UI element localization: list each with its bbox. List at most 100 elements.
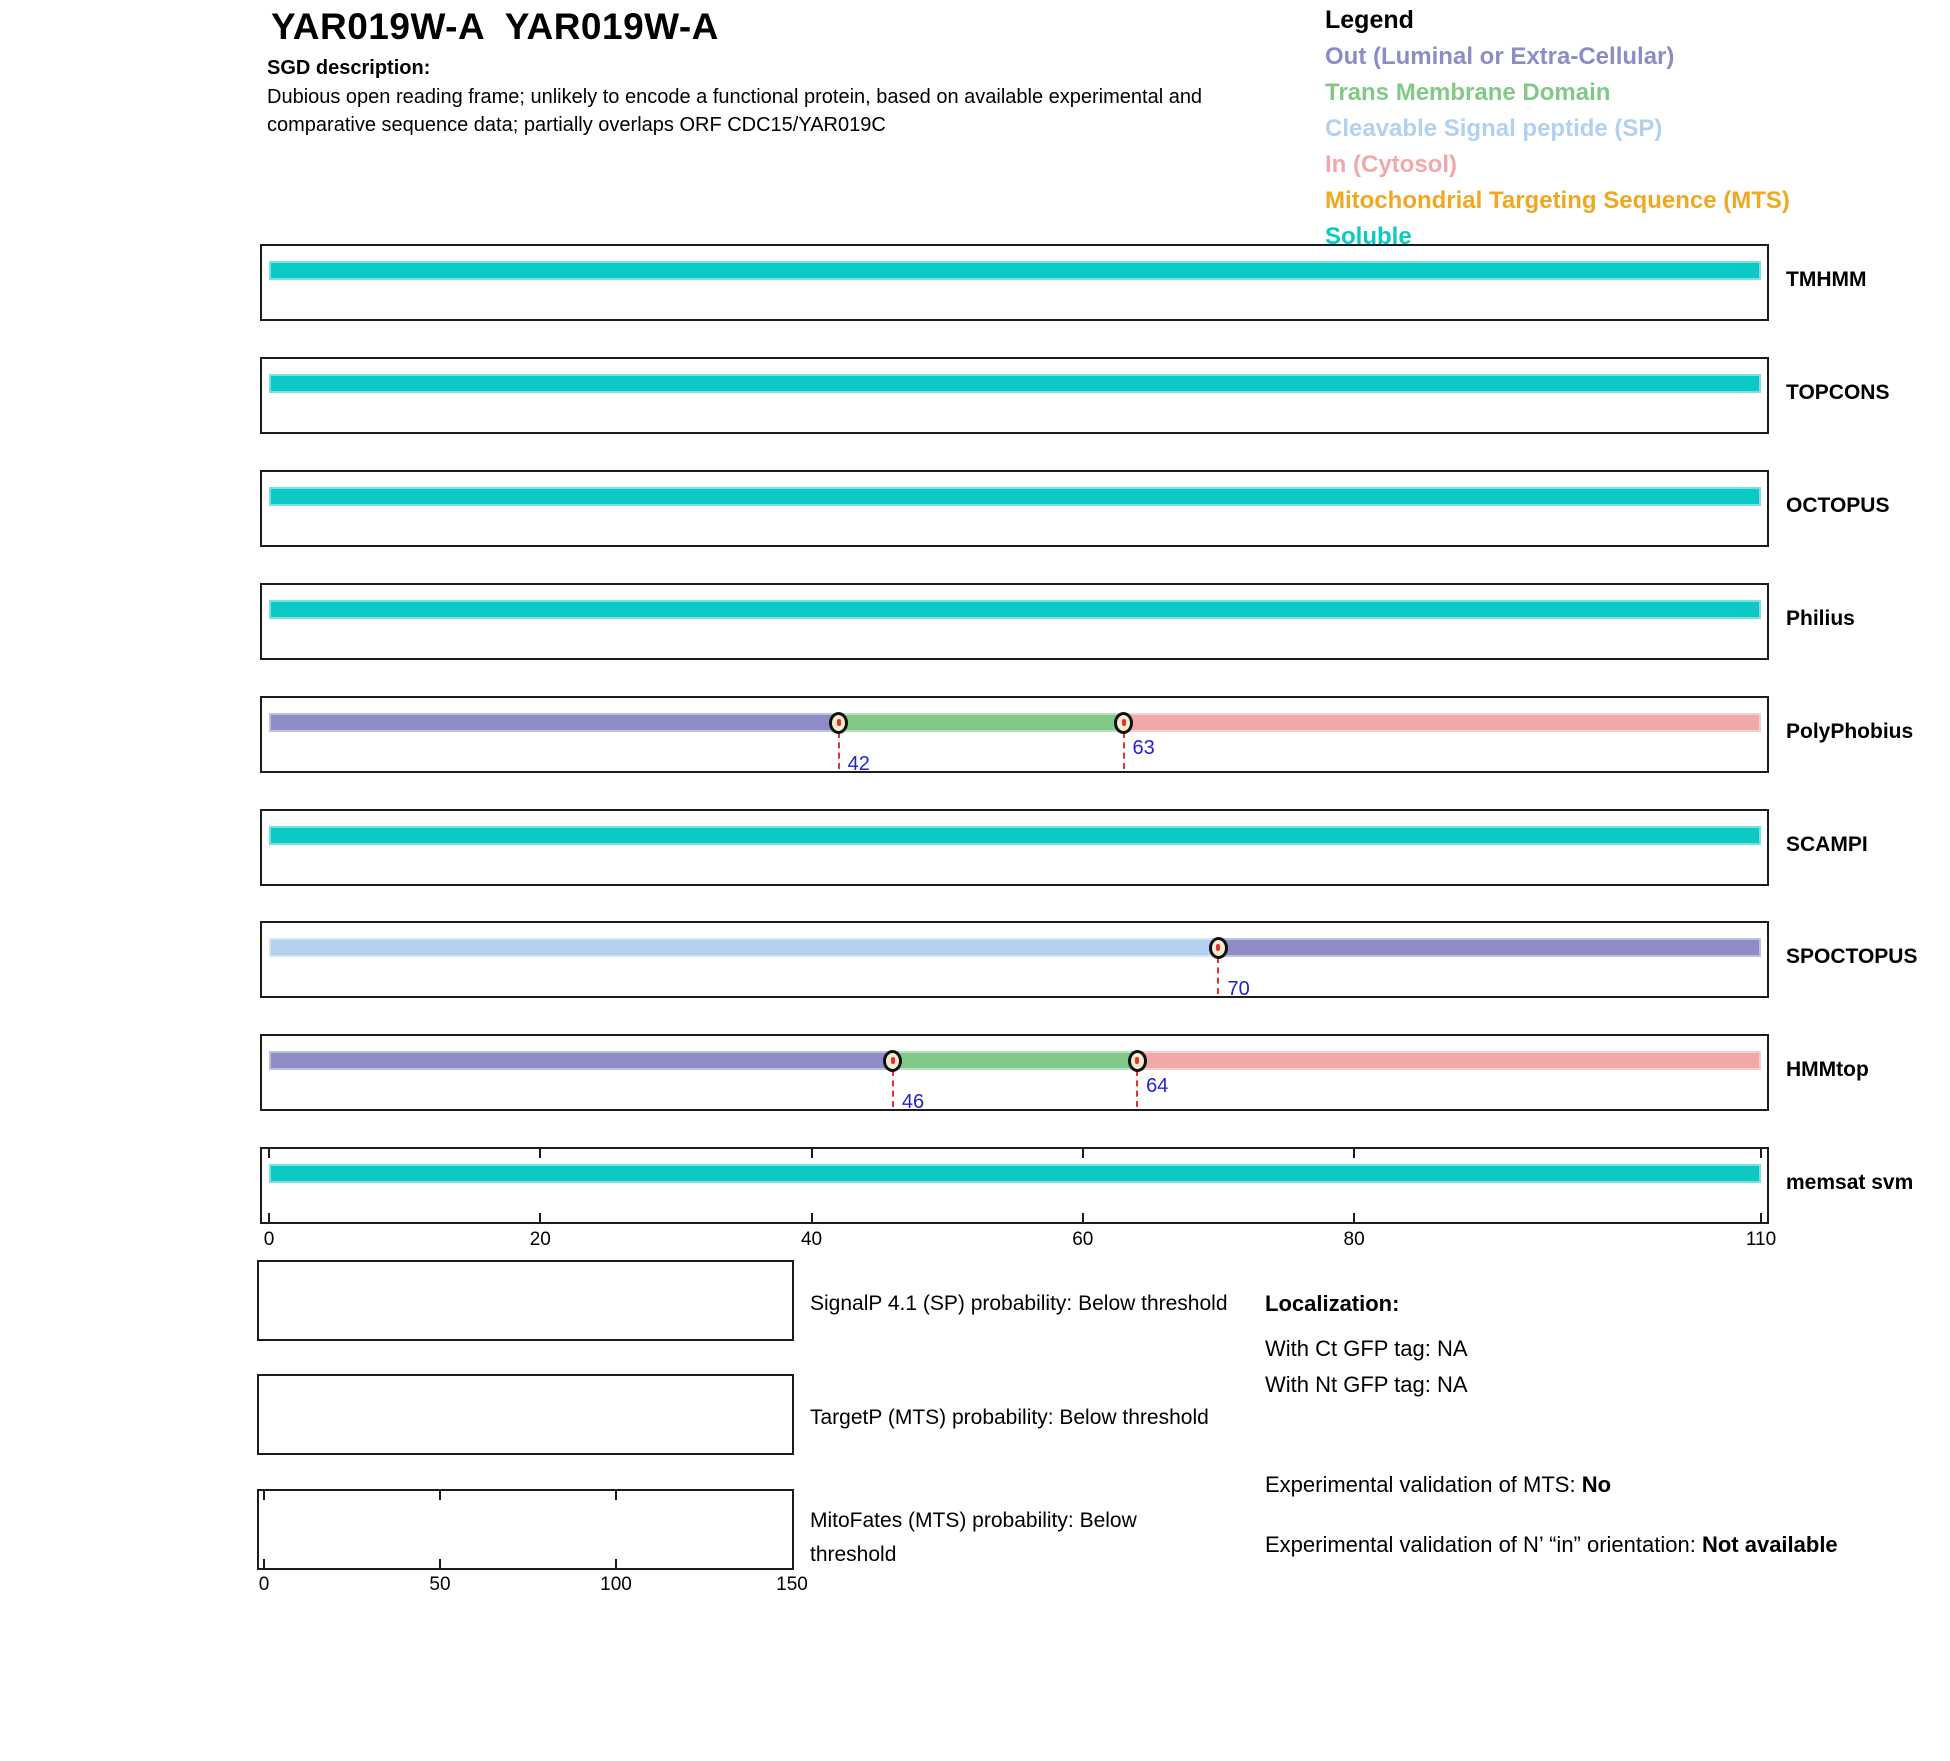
axis-tick-label: 150 bbox=[776, 1574, 808, 1595]
axis-tick bbox=[263, 1491, 265, 1500]
legend-item-tm: Trans Membrane Domain bbox=[1325, 79, 1611, 106]
track-name-label: Philius bbox=[1786, 607, 1855, 630]
axis-tick bbox=[439, 1491, 441, 1500]
boundary-line bbox=[1122, 732, 1125, 769]
track-name-label: memsat svm bbox=[1786, 1171, 1914, 1194]
track-plot-octopus bbox=[260, 470, 1769, 547]
probability-plot-targetp bbox=[257, 1374, 794, 1455]
probability-plot-signalp bbox=[257, 1260, 794, 1341]
track-name-label: SCAMPI bbox=[1786, 833, 1868, 856]
boundary-value: 64 bbox=[1146, 1075, 1169, 1097]
axis-tick bbox=[268, 1149, 270, 1158]
localization-title: Localization: bbox=[1265, 1291, 1400, 1316]
axis-tick bbox=[810, 1149, 813, 1158]
track-name-label: OCTOPUS bbox=[1786, 494, 1890, 517]
track-plot-scampi bbox=[260, 809, 1769, 886]
axis-tick-label: 20 bbox=[529, 1229, 551, 1250]
boundary-marker bbox=[883, 1049, 903, 1072]
track-plot-topcons bbox=[260, 357, 1769, 434]
axis-tick-label: 0 bbox=[258, 1574, 270, 1595]
legend-item-in: In (Cytosol) bbox=[1325, 151, 1457, 178]
marker-dot bbox=[890, 1057, 895, 1064]
nt-gfp-tag-line: With Nt GFP tag: NA bbox=[1265, 1372, 1468, 1397]
sgd-description-label: SGD description: bbox=[267, 57, 431, 79]
track-segment-soluble bbox=[269, 600, 1761, 619]
axis-tick-label: 80 bbox=[1343, 1229, 1365, 1250]
axis-tick-label: 60 bbox=[1072, 1229, 1094, 1250]
legend: Legend Out (Luminal or Extra-Cellular) Tr… bbox=[1325, 4, 1790, 255]
track-segment-soluble bbox=[269, 1164, 1761, 1183]
boundary-value: 46 bbox=[901, 1091, 925, 1113]
mts-validation-value: No bbox=[1581, 1472, 1612, 1497]
axis-tick-label: 100 bbox=[600, 1574, 632, 1595]
axis-tick bbox=[615, 1491, 617, 1500]
axis-tick bbox=[1081, 1149, 1084, 1158]
track-segment-soluble bbox=[269, 261, 1761, 280]
sgd-description-text: Dubious open reading frame; unlikely to … bbox=[267, 83, 1277, 139]
axis-tick bbox=[615, 1559, 617, 1568]
mts-validation-text: Experimental validation of MTS: bbox=[1265, 1472, 1582, 1497]
orientation-validation-value: Not available bbox=[1701, 1532, 1838, 1557]
plot-caption-mitofates: MitoFates (MTS) probability: Below thres… bbox=[810, 1509, 1137, 1566]
axis-tick bbox=[1353, 1213, 1356, 1222]
axis-tick-label: 110 bbox=[1745, 1229, 1777, 1250]
track-plot-philius bbox=[260, 583, 1769, 660]
page-title: YAR019W-A YAR019W-A bbox=[271, 6, 719, 47]
axis-tick bbox=[263, 1559, 265, 1568]
axis-tick-label: 40 bbox=[800, 1229, 823, 1250]
track-name-label: PolyPhobius bbox=[1786, 720, 1914, 743]
marker-dot bbox=[1135, 1057, 1140, 1064]
plot-caption-targetp: TargetP (MTS) probability: Below thresho… bbox=[810, 1406, 1209, 1429]
boundary-line bbox=[1217, 957, 1220, 994]
track-segment-soluble bbox=[269, 374, 1761, 393]
axis-tick bbox=[810, 1213, 813, 1222]
boundary-value: 70 bbox=[1227, 978, 1250, 1000]
legend-item-sp: Cleavable Signal peptide (SP) bbox=[1325, 115, 1663, 142]
axis-tick bbox=[1760, 1213, 1762, 1222]
legend-items: Out (Luminal or Extra-Cellular) Trans Mem… bbox=[1325, 39, 1790, 255]
axis-tick bbox=[1353, 1149, 1356, 1158]
axis-tick bbox=[539, 1213, 542, 1222]
probability-plot-mitofates bbox=[257, 1489, 794, 1570]
mts-validation-line: Experimental validation of MTS: No bbox=[1265, 1467, 1611, 1502]
marker-dot bbox=[836, 719, 841, 726]
boundary-line bbox=[891, 1070, 894, 1107]
track-segment-soluble bbox=[269, 487, 1761, 506]
plot-caption-signalp: SignalP 4.1 (SP) probability: Below thre… bbox=[810, 1292, 1228, 1315]
axis-tick bbox=[1760, 1149, 1762, 1158]
track-name-label: HMMtop bbox=[1786, 1058, 1869, 1081]
marker-dot bbox=[1121, 719, 1126, 726]
track-segment-in bbox=[1123, 713, 1761, 732]
track-name-label: TOPCONS bbox=[1786, 381, 1890, 404]
axis-tick-label: 50 bbox=[429, 1574, 451, 1595]
axis-tick bbox=[439, 1559, 441, 1568]
track-segment-sp bbox=[269, 938, 1219, 957]
boundary-value: 42 bbox=[847, 753, 870, 775]
track-segment-soluble bbox=[269, 826, 1761, 845]
axis-tick-label: 0 bbox=[263, 1229, 275, 1250]
boundary-marker bbox=[1208, 936, 1228, 959]
track-plot-spoctopus bbox=[260, 921, 1769, 998]
track-segment-tm bbox=[892, 1051, 1138, 1070]
boundary-line bbox=[837, 732, 840, 769]
track-plot-polyphobius bbox=[260, 696, 1769, 773]
axis-tick bbox=[268, 1213, 270, 1222]
orientation-validation-line: Experimental validation of N’ “in” orien… bbox=[1265, 1527, 1865, 1562]
boundary-value: 63 bbox=[1132, 737, 1155, 759]
track-plot-hmmtop bbox=[260, 1034, 1769, 1111]
sgd-description-line2: comparative sequence data; partially ove… bbox=[267, 114, 886, 136]
boundary-marker bbox=[829, 711, 849, 734]
ct-gfp-tag-line: With Ct GFP tag: NA bbox=[1265, 1336, 1468, 1361]
track-segment-out bbox=[269, 713, 839, 732]
track-plot-memsat-svm bbox=[260, 1147, 1769, 1224]
track-name-label: SPOCTOPUS bbox=[1786, 945, 1918, 968]
track-segment-in bbox=[1137, 1051, 1761, 1070]
track-segment-out bbox=[269, 1051, 893, 1070]
track-name-label: TMHMM bbox=[1786, 268, 1867, 291]
legend-item-mts: Mitochondrial Targeting Sequence (MTS) bbox=[1325, 187, 1790, 214]
boundary-marker bbox=[1114, 711, 1133, 734]
marker-dot bbox=[1216, 944, 1221, 951]
boundary-marker bbox=[1127, 1049, 1147, 1072]
track-plot-tmhmm bbox=[260, 244, 1769, 321]
